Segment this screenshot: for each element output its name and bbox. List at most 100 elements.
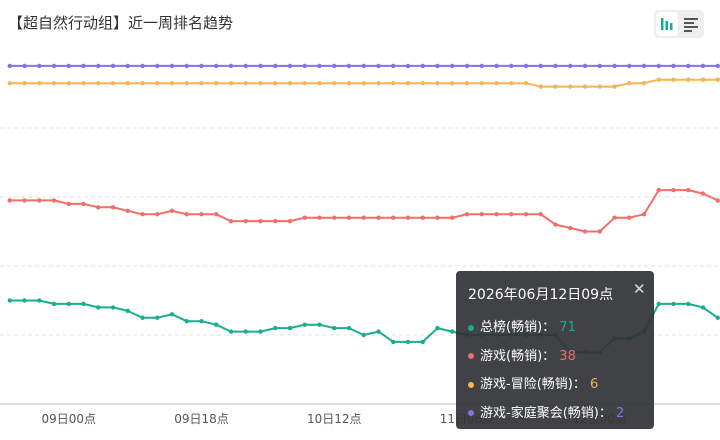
point: [523, 212, 529, 217]
point: [509, 63, 514, 69]
point: [656, 187, 661, 193]
point: [376, 329, 381, 334]
point: [273, 63, 278, 69]
point: [450, 215, 455, 220]
point: [228, 218, 234, 224]
point: [51, 198, 57, 203]
tooltip-row: 游戏-冒险(畅销)： 6: [468, 373, 598, 392]
point: [140, 63, 145, 69]
point: [110, 205, 116, 210]
point: [287, 63, 293, 69]
point: [332, 63, 337, 69]
point: [715, 198, 720, 203]
point: [597, 229, 602, 234]
tooltip-row: 总榜(畅销)： 71: [468, 316, 576, 335]
point: [155, 80, 160, 86]
point: [66, 201, 71, 207]
point: [568, 63, 573, 69]
legend-dot: [468, 410, 474, 416]
point: [332, 325, 337, 331]
point: [686, 77, 691, 82]
point: [435, 80, 440, 86]
tooltip: 2026年06月12日09点 ✕ 总榜(畅销)： 71 游戏(畅销)： 38 游戏-…: [456, 271, 654, 429]
point: [214, 322, 219, 327]
point: [184, 63, 189, 69]
point: [450, 63, 455, 69]
point: [671, 301, 676, 307]
point: [258, 80, 263, 86]
point: [509, 212, 514, 217]
point: [214, 212, 219, 217]
point: [700, 63, 706, 69]
point: [96, 205, 101, 210]
point: [582, 63, 588, 69]
point: [656, 63, 661, 69]
point: [22, 63, 27, 69]
point: [346, 325, 352, 331]
x-tick-label: 10日12点: [307, 412, 362, 426]
point: [538, 84, 543, 89]
point: [405, 215, 411, 220]
point: [22, 298, 27, 303]
point: [214, 80, 219, 86]
point: [479, 80, 484, 86]
point: [405, 339, 411, 345]
point: [420, 80, 425, 86]
point: [243, 80, 248, 86]
point: [671, 63, 676, 69]
point: [420, 215, 425, 220]
point: [671, 77, 676, 82]
point: [155, 212, 160, 217]
point: [125, 63, 130, 69]
point: [376, 215, 381, 220]
point: [627, 215, 632, 220]
point: [464, 212, 470, 217]
point: [686, 187, 691, 193]
series-line: [9, 189, 719, 233]
point: [287, 325, 293, 331]
point: [361, 63, 366, 69]
separator: ：: [542, 320, 560, 335]
point: [7, 63, 12, 69]
legend-dot: [468, 381, 474, 388]
point: [582, 229, 588, 234]
separator: ：: [542, 348, 560, 364]
point: [391, 215, 396, 220]
point: [125, 208, 130, 213]
point: [479, 212, 484, 217]
tooltip-close[interactable]: ✕: [633, 280, 646, 298]
point: [346, 80, 352, 86]
point: [7, 298, 12, 303]
point: [199, 319, 204, 324]
point: [258, 218, 263, 224]
point: [110, 80, 116, 86]
point: [597, 63, 602, 69]
point: [700, 305, 706, 310]
point: [523, 63, 529, 69]
point: [686, 63, 691, 69]
point: [243, 218, 248, 224]
point: [479, 63, 484, 69]
point: [700, 77, 706, 82]
point: [155, 315, 160, 320]
legend-dot: [468, 353, 474, 359]
point: [7, 80, 12, 86]
list-view-button[interactable]: [684, 18, 698, 32]
tooltip-title: 2026年06月12日09点: [468, 287, 614, 303]
point: [715, 315, 720, 320]
point: [302, 215, 307, 220]
point: [464, 80, 470, 86]
point: [81, 301, 86, 307]
point: [37, 298, 42, 303]
point: [199, 80, 204, 86]
point: [169, 63, 175, 69]
point: [184, 212, 189, 217]
point: [228, 63, 234, 69]
point: [641, 80, 647, 86]
point: [391, 339, 396, 345]
point: [125, 308, 130, 314]
point: [553, 222, 558, 227]
point: [214, 63, 219, 69]
point: [361, 215, 366, 220]
point: [450, 80, 455, 86]
